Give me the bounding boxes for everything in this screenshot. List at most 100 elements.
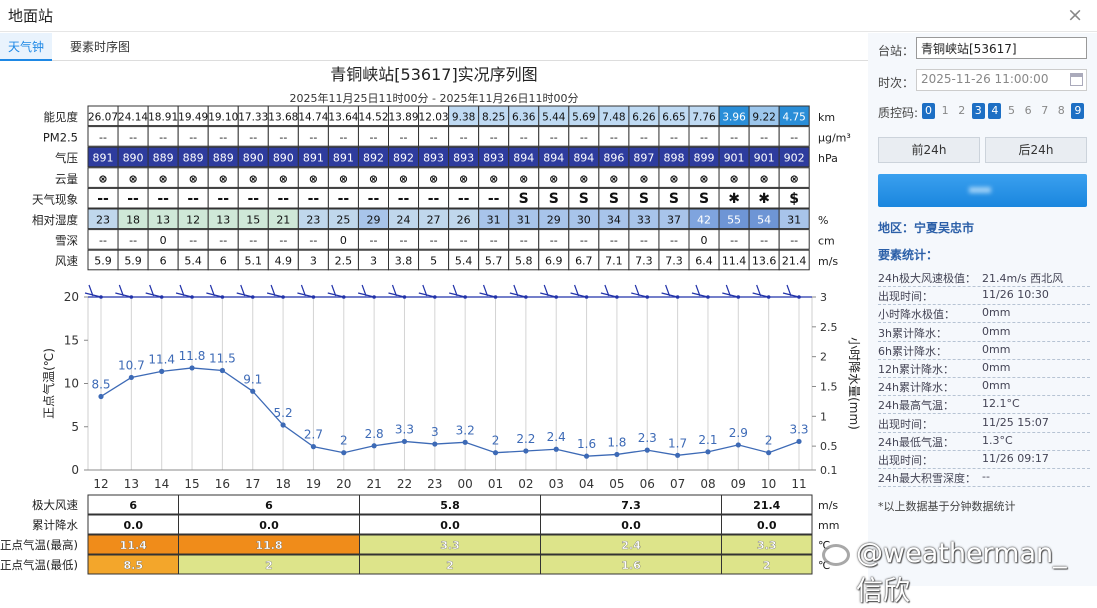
summary-cell-value: 2 [446,559,454,572]
summary-cell-value: 2.4 [621,539,641,552]
table-cell-value: ⊗ [790,172,799,185]
table-cell-value: 889 [183,152,204,165]
table-cell-value: -- [369,131,377,144]
temperature-point [280,422,286,428]
table-cell-value: -- [760,131,768,144]
table-cell-value: 21 [276,214,290,227]
table-cell-value: 11.4 [722,255,747,268]
table-cell-value: 899 [694,152,715,165]
y2-tick-label: 2 [820,351,827,364]
table-cell-value: ⊗ [519,172,528,185]
query-button-blur [969,187,991,193]
table-cell-value: ✱ [758,191,770,207]
stat-row: 小时降水极值： 0mm [878,305,1090,324]
qc-code-4[interactable]: 4 [988,103,1002,119]
stat-value: -- [982,470,990,484]
table-cell-value: 892 [393,152,414,165]
table-cell-value: 5 [430,255,437,268]
summary-cell-value: 6 [129,499,137,512]
qc-code-9[interactable]: 9 [1071,103,1085,119]
table-cell-value: 42 [697,214,711,227]
table-cell-value: 6.26 [632,112,656,124]
table-row-unit: hPa [818,152,838,165]
table-cell-value: -- [309,234,317,247]
summary-cell-value: 8.5 [124,559,144,572]
table-cell-value: 891 [333,152,354,165]
table-cell-value: ⊗ [219,172,228,185]
temperature-point [614,451,620,458]
qc-code-7[interactable]: 7 [1041,104,1049,117]
table-cell-value: 9.22 [752,112,775,124]
table-cell-value: 892 [363,152,384,165]
qc-code-1[interactable]: 1 [941,104,949,117]
table-cell-value: ⊗ [699,172,708,185]
table-cell-value: 13 [216,214,230,227]
x-tick-label: 20 [336,477,351,491]
wind-barb [722,284,739,298]
table-cell-value: 890 [123,152,144,165]
y-tick-label: 5 [71,420,79,434]
wind-barb [479,284,496,298]
stat-key: 24h最大积雪深度： [878,472,976,486]
tab-element-timeseries[interactable]: 要素时序图 [70,40,131,54]
table-cell-value: -- [790,131,798,144]
table-cell-value: 4.75 [782,112,805,124]
qc-code-3[interactable]: 3 [971,103,985,119]
wind-barb-dot [524,295,528,299]
wind-barb [175,284,193,298]
temperature-data-label: 3.3 [789,422,808,436]
stat-row: 出现时间： 11/25 15:07 [878,415,1090,433]
table-cell-value: ⊗ [249,172,258,185]
calendar-icon[interactable] [1070,73,1083,86]
wind-barb [236,284,253,298]
close-icon[interactable]: × [1067,4,1083,26]
query-button[interactable] [878,174,1087,207]
table-cell-value: $ [789,191,799,207]
temperature-point [159,368,165,374]
y2-tick-label: 3 [820,291,827,304]
table-cell-value: S [639,191,649,207]
table-cell-value: -- [640,234,648,247]
x-tick-label: 11 [791,477,806,491]
qc-code-6[interactable]: 6 [1024,104,1032,117]
table-cell-value: -- [127,191,139,207]
qc-code-5[interactable]: 5 [1008,104,1015,117]
wind-barb [691,284,709,298]
station-field[interactable]: 青铜峡站[53617] [916,37,1087,59]
temperature-point [219,367,225,374]
summary-cell-value: 6 [265,499,273,512]
table-cell-value: ⊗ [459,172,468,185]
x-tick-label: 21 [366,477,381,491]
table-row-label: 相对湿度 [32,213,78,227]
qc-code-8[interactable]: 8 [1057,104,1065,117]
wind-barb-dot [766,295,771,299]
table-cell-value: 5.9 [124,255,142,268]
table-cell-value: 7.3 [665,255,683,268]
table-cell-value: 17.33 [238,112,268,124]
qc-code-2[interactable]: 2 [958,104,966,117]
summary-row-label: 累计降水 [32,518,78,532]
table-cell-value: -- [368,191,380,207]
tab-weather-clock[interactable]: 天气钟 [0,33,53,61]
temperature-data-label: 1.8 [607,435,626,449]
stat-row: 24h最高气温： 12.1°C [878,396,1090,415]
prev-24h-button[interactable]: 前24h [878,137,980,163]
summary-row-label: 正点气温(最高) [0,538,78,552]
table-cell-value: -- [398,191,410,207]
qc-code-0[interactable]: 0 [922,103,935,119]
table-cell-value: -- [339,131,347,144]
stat-value: 21.4m/s 西北风 [982,272,1064,285]
next-24h-button[interactable]: 后24h [985,137,1087,163]
stats-title: 要素统计： [878,248,939,262]
temperature-line [100,367,800,457]
x-tick-label: 16 [215,477,230,491]
table-cell-value: ⊗ [128,172,137,185]
time-field[interactable]: 2025-11-26 11:00:00 [916,69,1087,91]
table-cell-value: ⊗ [609,172,618,185]
stat-row: 6h累计降水： 0mm [878,342,1090,360]
summary-cell [721,554,813,575]
temperature-data-label: 11.8 [179,349,206,363]
table-cell-value: 901 [754,152,775,165]
table-cell-value: 13.64 [328,112,358,124]
side-panel: 台站： 青铜峡站[53617] 时次： 2025-11-26 11:00:00 … [868,33,1097,586]
